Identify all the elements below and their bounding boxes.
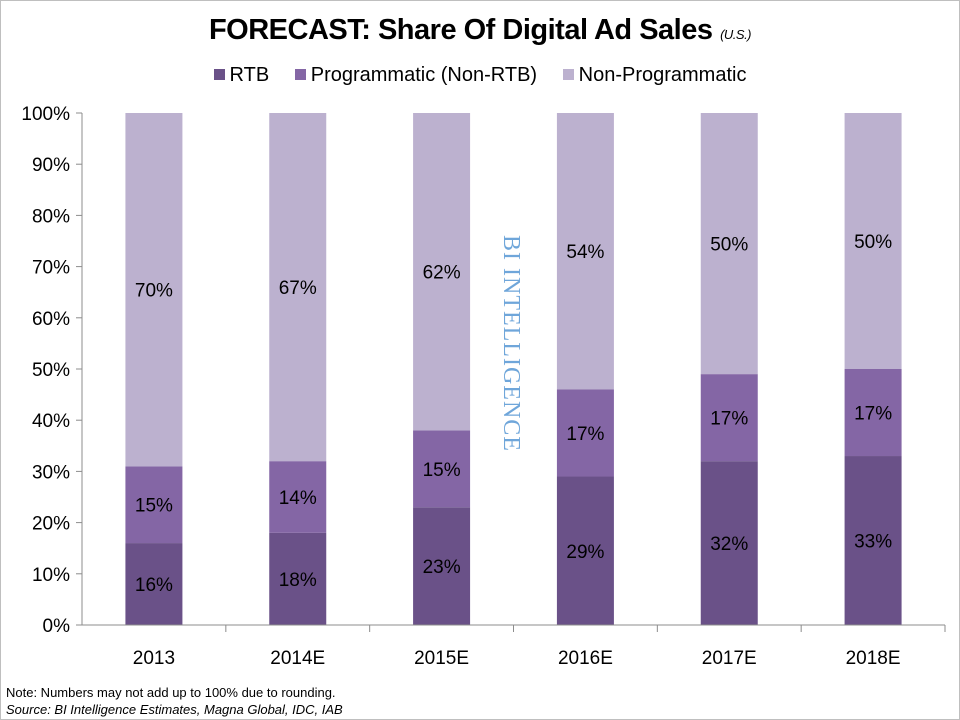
legend-label: RTB (229, 64, 270, 86)
data-label: 50% (710, 235, 748, 256)
bar-segment (413, 430, 471, 508)
x-tick-label: 2013 (133, 648, 175, 669)
bar-segment (556, 476, 614, 625)
bar-segment (844, 369, 902, 457)
y-tick-label: 30% (32, 462, 70, 483)
chart-subtitle: (U.S.) (720, 27, 752, 42)
y-tick-label: 70% (32, 258, 70, 279)
data-label: 15% (423, 460, 461, 481)
y-tick-label: 20% (32, 514, 70, 535)
data-label: 32% (710, 534, 748, 555)
x-tick-label: 2014E (270, 648, 325, 669)
bar-segment (700, 374, 758, 462)
x-tick-label: 2015E (414, 648, 469, 669)
bar-segment (269, 113, 327, 462)
bar-segment (700, 461, 758, 625)
y-tick-label: 0% (43, 616, 71, 637)
bar-segment (125, 543, 183, 625)
legend-label: Non-Programmatic (578, 64, 747, 86)
data-label: 18% (279, 570, 317, 591)
note-text: Note: Numbers may not add up to 100% due… (6, 685, 336, 700)
legend-swatch (562, 69, 574, 80)
bar-segment (413, 113, 471, 431)
legend-swatch (213, 69, 225, 80)
footnotes: Note: Numbers may not add up to 100% due… (6, 684, 343, 718)
data-label: 16% (135, 575, 173, 596)
data-label: 70% (135, 281, 173, 302)
y-tick-label: 50% (32, 360, 70, 381)
y-tick-label: 90% (32, 155, 70, 176)
data-label: 50% (854, 232, 892, 253)
data-label: 17% (710, 409, 748, 430)
bar-segment (556, 113, 614, 390)
x-tick-label: 2018E (846, 648, 901, 669)
legend-item-non-programmatic: Non-Programmatic (562, 64, 747, 87)
source-text: Source: BI Intelligence Estimates, Magna… (6, 702, 343, 717)
bar-segment (413, 507, 471, 625)
bar-segment (556, 389, 614, 477)
y-tick-label: 100% (21, 104, 70, 125)
data-label: 29% (566, 542, 604, 563)
bar-segment (844, 113, 902, 369)
legend-item-rtb: RTB (213, 64, 270, 87)
y-tick-label: 60% (32, 309, 70, 330)
y-tick-label: 10% (32, 565, 70, 586)
data-label: 23% (423, 557, 461, 578)
data-label: 62% (423, 263, 461, 284)
data-label: 14% (279, 488, 317, 509)
legend: RTB Programmatic (Non-RTB) Non-Programma… (0, 64, 960, 87)
data-label: 17% (854, 404, 892, 425)
y-tick-label: 40% (32, 411, 70, 432)
bar-segment (269, 532, 327, 625)
data-label: 15% (135, 496, 173, 517)
title-text: FORECAST: Share Of Digital Ad Sales (208, 14, 713, 46)
data-label: 33% (854, 532, 892, 553)
bar-segment (125, 466, 183, 544)
chart-title: FORECAST: Share Of Digital Ad Sales (U.S… (0, 14, 960, 47)
data-label: 17% (566, 424, 604, 445)
watermark: BI INTELLIGENCE (498, 235, 524, 452)
x-tick-label: 2017E (702, 648, 757, 669)
data-label: 67% (279, 278, 317, 299)
data-label: 54% (566, 242, 604, 263)
bar-segment (125, 113, 183, 467)
bar-segment (844, 456, 902, 625)
legend-item-programmatic: Programmatic (Non-RTB) (294, 64, 538, 87)
x-tick-label: 2016E (558, 648, 613, 669)
bar-segment (269, 461, 327, 533)
y-tick-label: 80% (32, 206, 70, 227)
bar-segment (700, 113, 758, 375)
legend-swatch (294, 69, 306, 80)
legend-label: Programmatic (Non-RTB) (310, 64, 538, 86)
